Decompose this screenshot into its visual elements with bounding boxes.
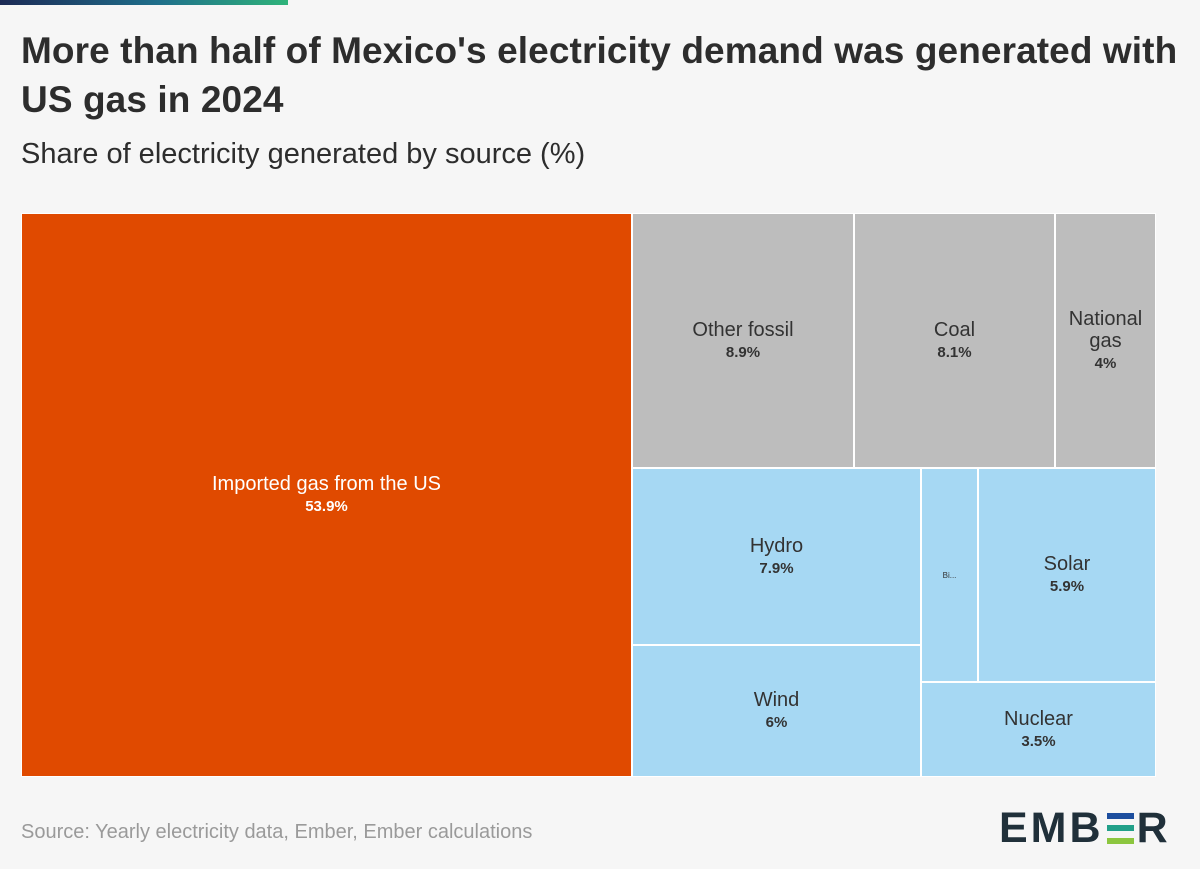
cell-value-import: 53.9% — [305, 498, 348, 515]
ember-logo: EMB R — [999, 803, 1171, 852]
cell-value-coal: 8.1% — [937, 343, 972, 361]
logo-stripe-middle — [1106, 825, 1134, 831]
top-accent-bar — [0, 0, 288, 5]
treemap-cell-wind: Wind 6% — [632, 645, 921, 777]
cell-value-wind: 6% — [765, 714, 788, 731]
cell-label-otherfossil: Other fossil — [692, 318, 794, 341]
treemap-cell-hydro: Hydro 7.9% — [632, 468, 921, 645]
cell-label-nuclear: Nuclear — [1004, 707, 1073, 730]
cell-label-hydro: Hydro — [749, 534, 804, 557]
cell-value-solar: 5.9% — [1049, 578, 1085, 595]
chart-subtitle: Share of electricity generated by source… — [21, 138, 586, 170]
source-note: Source: Yearly electricity data, Ember, … — [21, 821, 533, 843]
cell-label-natgas: National gas — [1068, 307, 1143, 352]
cell-label-import: Imported gas from the US — [212, 473, 441, 495]
treemap-chart: Imported gas from the US 53.9% Other fossi… — [21, 213, 1156, 777]
treemap-cell-nuclear: Nuclear 3.5% — [921, 682, 1156, 777]
logo-stripe-bottom — [1106, 837, 1134, 844]
treemap-cell-import: Imported gas from the US 53.9% — [21, 213, 632, 777]
cell-value-natgas: 4% — [1094, 354, 1117, 372]
cell-label-coal: Coal — [933, 318, 976, 341]
treemap-cell-otherfossil: Other fossil 8.9% — [632, 213, 854, 468]
treemap-cell-natgas: National gas 4% — [1055, 213, 1156, 468]
logo-text-right: R — [1136, 803, 1171, 852]
cell-label-solar: Solar — [1043, 553, 1091, 575]
cell-value-nuclear: 3.5% — [1021, 732, 1056, 750]
treemap-cell-bio: Bi... — [921, 468, 978, 682]
logo-text-left: EMB — [999, 803, 1104, 852]
logo-stripes-icon — [1106, 812, 1134, 844]
cell-value-hydro: 7.9% — [759, 559, 794, 577]
cell-value-otherfossil: 8.9% — [725, 343, 761, 361]
chart-title: More than half of Mexico's electricity d… — [21, 30, 1178, 120]
treemap-cell-coal: Coal 8.1% — [854, 213, 1055, 468]
cell-label-bio: Bi... — [942, 570, 957, 580]
logo-stripe-top — [1106, 812, 1134, 819]
treemap-cell-solar: Solar 5.9% — [978, 468, 1156, 682]
cell-label-wind: Wind — [753, 689, 800, 711]
